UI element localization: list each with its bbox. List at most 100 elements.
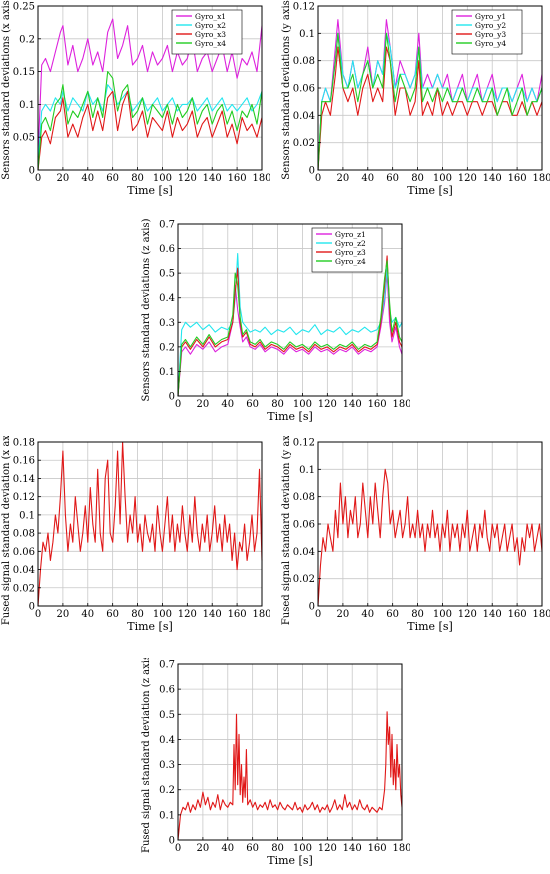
x-tick-label: 60 — [386, 173, 399, 184]
legend-entry: Gyro_x3 — [195, 30, 226, 39]
series-line-fused — [37, 441, 263, 607]
y-tick-label: 0.06 — [293, 520, 315, 531]
axes-border — [177, 663, 403, 841]
series-line-gyro-x4 — [37, 71, 263, 171]
y-tick-label: 0.1 — [19, 510, 35, 521]
chart-svg: 0 20 40 60 80 100 120 140 160 180 0 0.02 0.04 0.06 0.0… — [281, 423, 550, 633]
x-tick-label: 40 — [221, 399, 234, 410]
x-tick-label: 20 — [337, 173, 350, 184]
x-tick-label: 120 — [458, 609, 477, 620]
y-tick-label: 0.06 — [13, 547, 35, 558]
x-tick-label: 60 — [386, 609, 399, 620]
series-line-gyro-y2 — [317, 32, 543, 171]
y-axis-label: Sensors standard deviations (y axis) — [281, 0, 292, 180]
x-tick-label: 140 — [483, 173, 502, 184]
x-tick-label: 20 — [197, 843, 210, 854]
x-tick-label: 100 — [153, 173, 172, 184]
x-tick-label: 140 — [343, 399, 362, 410]
y-tick-label: 0.6 — [159, 685, 175, 696]
chart-fused-y: 0 20 40 60 80 100 120 140 160 180 0 0.02 0.04 0.06 0.0… — [280, 423, 550, 636]
series-line-fused — [317, 468, 543, 607]
y-tick-label: 0 — [309, 602, 315, 613]
x-axis-label: Time [s] — [267, 410, 313, 423]
x-tick-label: 20 — [337, 609, 350, 620]
y-tick-label: 0.08 — [293, 492, 315, 503]
x-axis-label: Time [s] — [407, 620, 453, 633]
y-tick-label: 0.1 — [299, 465, 315, 476]
y-axis-label: Fused signal standard deviation (z axis) — [141, 658, 152, 853]
y-tick-label: 0.04 — [293, 547, 315, 558]
y-tick-label: 0.4 — [159, 293, 175, 304]
chart-gyro-x: 0 20 40 60 80 100 120 140 160 180 0 0.05 0.1 0.15 0.2 0… — [0, 0, 272, 200]
x-tick-label: 80 — [411, 609, 424, 620]
y-tick-label: 0.02 — [293, 138, 315, 149]
x-tick-label: 20 — [197, 399, 210, 410]
y-axis-label: Fused signal standard deviation (x axis) — [1, 436, 12, 625]
x-tick-label: 120 — [178, 609, 197, 620]
chart-svg: 0 20 40 60 80 100 120 140 160 180 0 0.02 0.04 0.06 0.0… — [1, 423, 272, 633]
x-tick-label: 180 — [252, 609, 270, 620]
legend-entry: Gyro_z1 — [335, 230, 366, 239]
y-tick-label: 0.08 — [293, 56, 315, 67]
chart-svg: 0 20 40 60 80 100 120 140 160 180 0 0.1 0.2 0.3 0.4 0.5… — [141, 218, 412, 423]
chart-fused-z: 0 20 40 60 80 100 120 140 160 180 0 0.1 0.2 0.3 0.4 0.5… — [140, 651, 412, 870]
x-tick-label: 160 — [508, 173, 527, 184]
y-tick-label: 0.3 — [159, 760, 175, 771]
y-tick-label: 0.5 — [159, 269, 175, 280]
y-tick-label: 0.6 — [159, 244, 175, 255]
y-tick-label: 0.2 — [159, 342, 175, 353]
x-tick-label: 140 — [203, 609, 222, 620]
y-tick-label: 0.4 — [159, 735, 175, 746]
series-line-gyro-x2 — [37, 84, 263, 164]
y-axis-label: Fused signal standard deviation (y axis) — [281, 436, 292, 625]
x-tick-label: 100 — [433, 609, 452, 620]
x-tick-label: 0 — [175, 843, 181, 854]
axes-border — [177, 223, 403, 397]
x-tick-label: 80 — [131, 609, 144, 620]
plot-area — [38, 442, 262, 606]
x-tick-label: 40 — [361, 609, 374, 620]
x-tick-label: 180 — [392, 399, 410, 410]
y-tick-label: 0.2 — [159, 785, 175, 796]
y-axis-label: Sensors standard deviations (z axis) — [141, 218, 152, 401]
y-tick-label: 0 — [309, 166, 315, 177]
x-tick-label: 180 — [532, 173, 550, 184]
y-tick-label: 0.04 — [293, 111, 315, 122]
legend-entry: Gyro_z4 — [335, 257, 366, 266]
chart-gyro-y: 0 20 40 60 80 100 120 140 160 180 0 0.02 0.04 0.06 0.0… — [280, 0, 550, 200]
legend-entry: Gyro_x4 — [195, 39, 226, 48]
y-tick-label: 0.1 — [19, 100, 35, 111]
x-tick-label: 120 — [318, 399, 337, 410]
x-tick-label: 20 — [57, 609, 70, 620]
x-tick-label: 20 — [57, 173, 70, 184]
y-tick-label: 0.18 — [13, 438, 35, 449]
x-tick-label: 100 — [293, 399, 312, 410]
axes-border — [37, 441, 263, 607]
x-tick-label: 120 — [178, 173, 197, 184]
legend-box — [311, 227, 383, 273]
x-tick-label: 180 — [252, 173, 270, 184]
y-tick-label: 0 — [29, 166, 35, 177]
chart-svg: 0 20 40 60 80 100 120 140 160 180 0 0.1 0.2 0.3 0.4 0.5… — [141, 651, 412, 867]
series-line-gyro-y3 — [317, 46, 543, 171]
x-tick-label: 80 — [271, 399, 284, 410]
x-tick-label: 80 — [411, 173, 424, 184]
y-tick-label: 0.15 — [13, 67, 35, 78]
x-tick-label: 60 — [106, 173, 119, 184]
x-tick-label: 60 — [106, 609, 119, 620]
series-line-gyro-y4 — [317, 32, 543, 171]
x-axis-label: Time [s] — [127, 620, 173, 633]
y-tick-label: 0 — [169, 836, 175, 847]
x-tick-label: 160 — [508, 609, 527, 620]
legend-entry: Gyro_x2 — [195, 21, 226, 30]
x-tick-label: 40 — [221, 843, 234, 854]
series-line-gyro-z3 — [177, 255, 403, 397]
legend-entry: Gyro_y1 — [475, 12, 506, 21]
x-tick-label: 0 — [35, 173, 41, 184]
y-tick-label: 0.7 — [159, 660, 175, 671]
x-tick-label: 0 — [315, 609, 321, 620]
legend-box — [171, 9, 243, 55]
